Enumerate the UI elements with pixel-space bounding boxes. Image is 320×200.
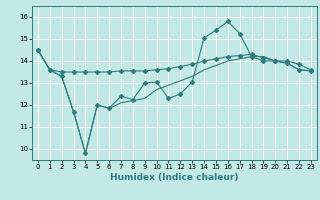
X-axis label: Humidex (Indice chaleur): Humidex (Indice chaleur) [110,173,239,182]
